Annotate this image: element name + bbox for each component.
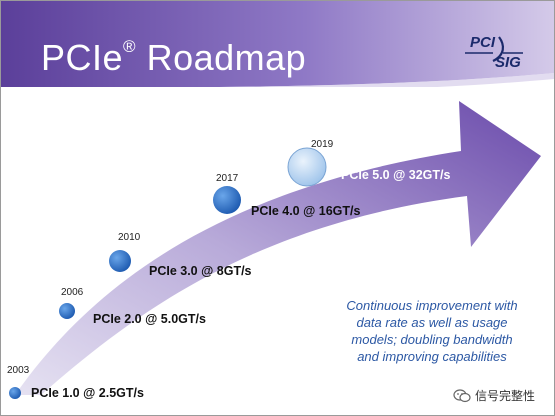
milestone-circle-2006 — [59, 303, 75, 319]
year-label: 2006 — [61, 287, 84, 298]
year-label: 2003 — [7, 365, 30, 376]
milestone-label: PCIe 2.0 @ 5.0GT/s — [93, 312, 206, 326]
milestone-label: PCIe 5.0 @ 32GT/s — [341, 168, 451, 182]
year-label: 2019 — [311, 139, 334, 150]
roadmap-note: Continuous improvement with data rate as… — [346, 298, 518, 364]
page-title: PCIe® Roadmap — [41, 37, 307, 78]
watermark-text: 信号完整性 — [475, 389, 536, 403]
watermark: 信号完整性 — [453, 387, 535, 404]
year-label: 2017 — [216, 173, 239, 184]
year-label: 2010 — [118, 232, 141, 243]
milestone-circle-2019 — [287, 147, 327, 187]
milestone-circle-2003 — [9, 387, 21, 399]
svg-text:SIG: SIG — [495, 54, 521, 71]
milestone-markers — [9, 147, 327, 399]
svg-text:PCI: PCI — [470, 34, 496, 51]
header-banner — [1, 1, 554, 87]
milestone-circle-2010 — [109, 250, 131, 272]
milestone-label: PCIe 3.0 @ 8GT/s — [149, 264, 252, 278]
wechat-icon — [453, 388, 471, 402]
milestone-label: PCIe 1.0 @ 2.5GT/s — [31, 386, 144, 400]
milestone-circle-2017 — [213, 186, 241, 214]
milestone-label: PCIe 4.0 @ 16GT/s — [251, 204, 361, 218]
pci-sig-logo: PCI SIG — [465, 34, 523, 71]
